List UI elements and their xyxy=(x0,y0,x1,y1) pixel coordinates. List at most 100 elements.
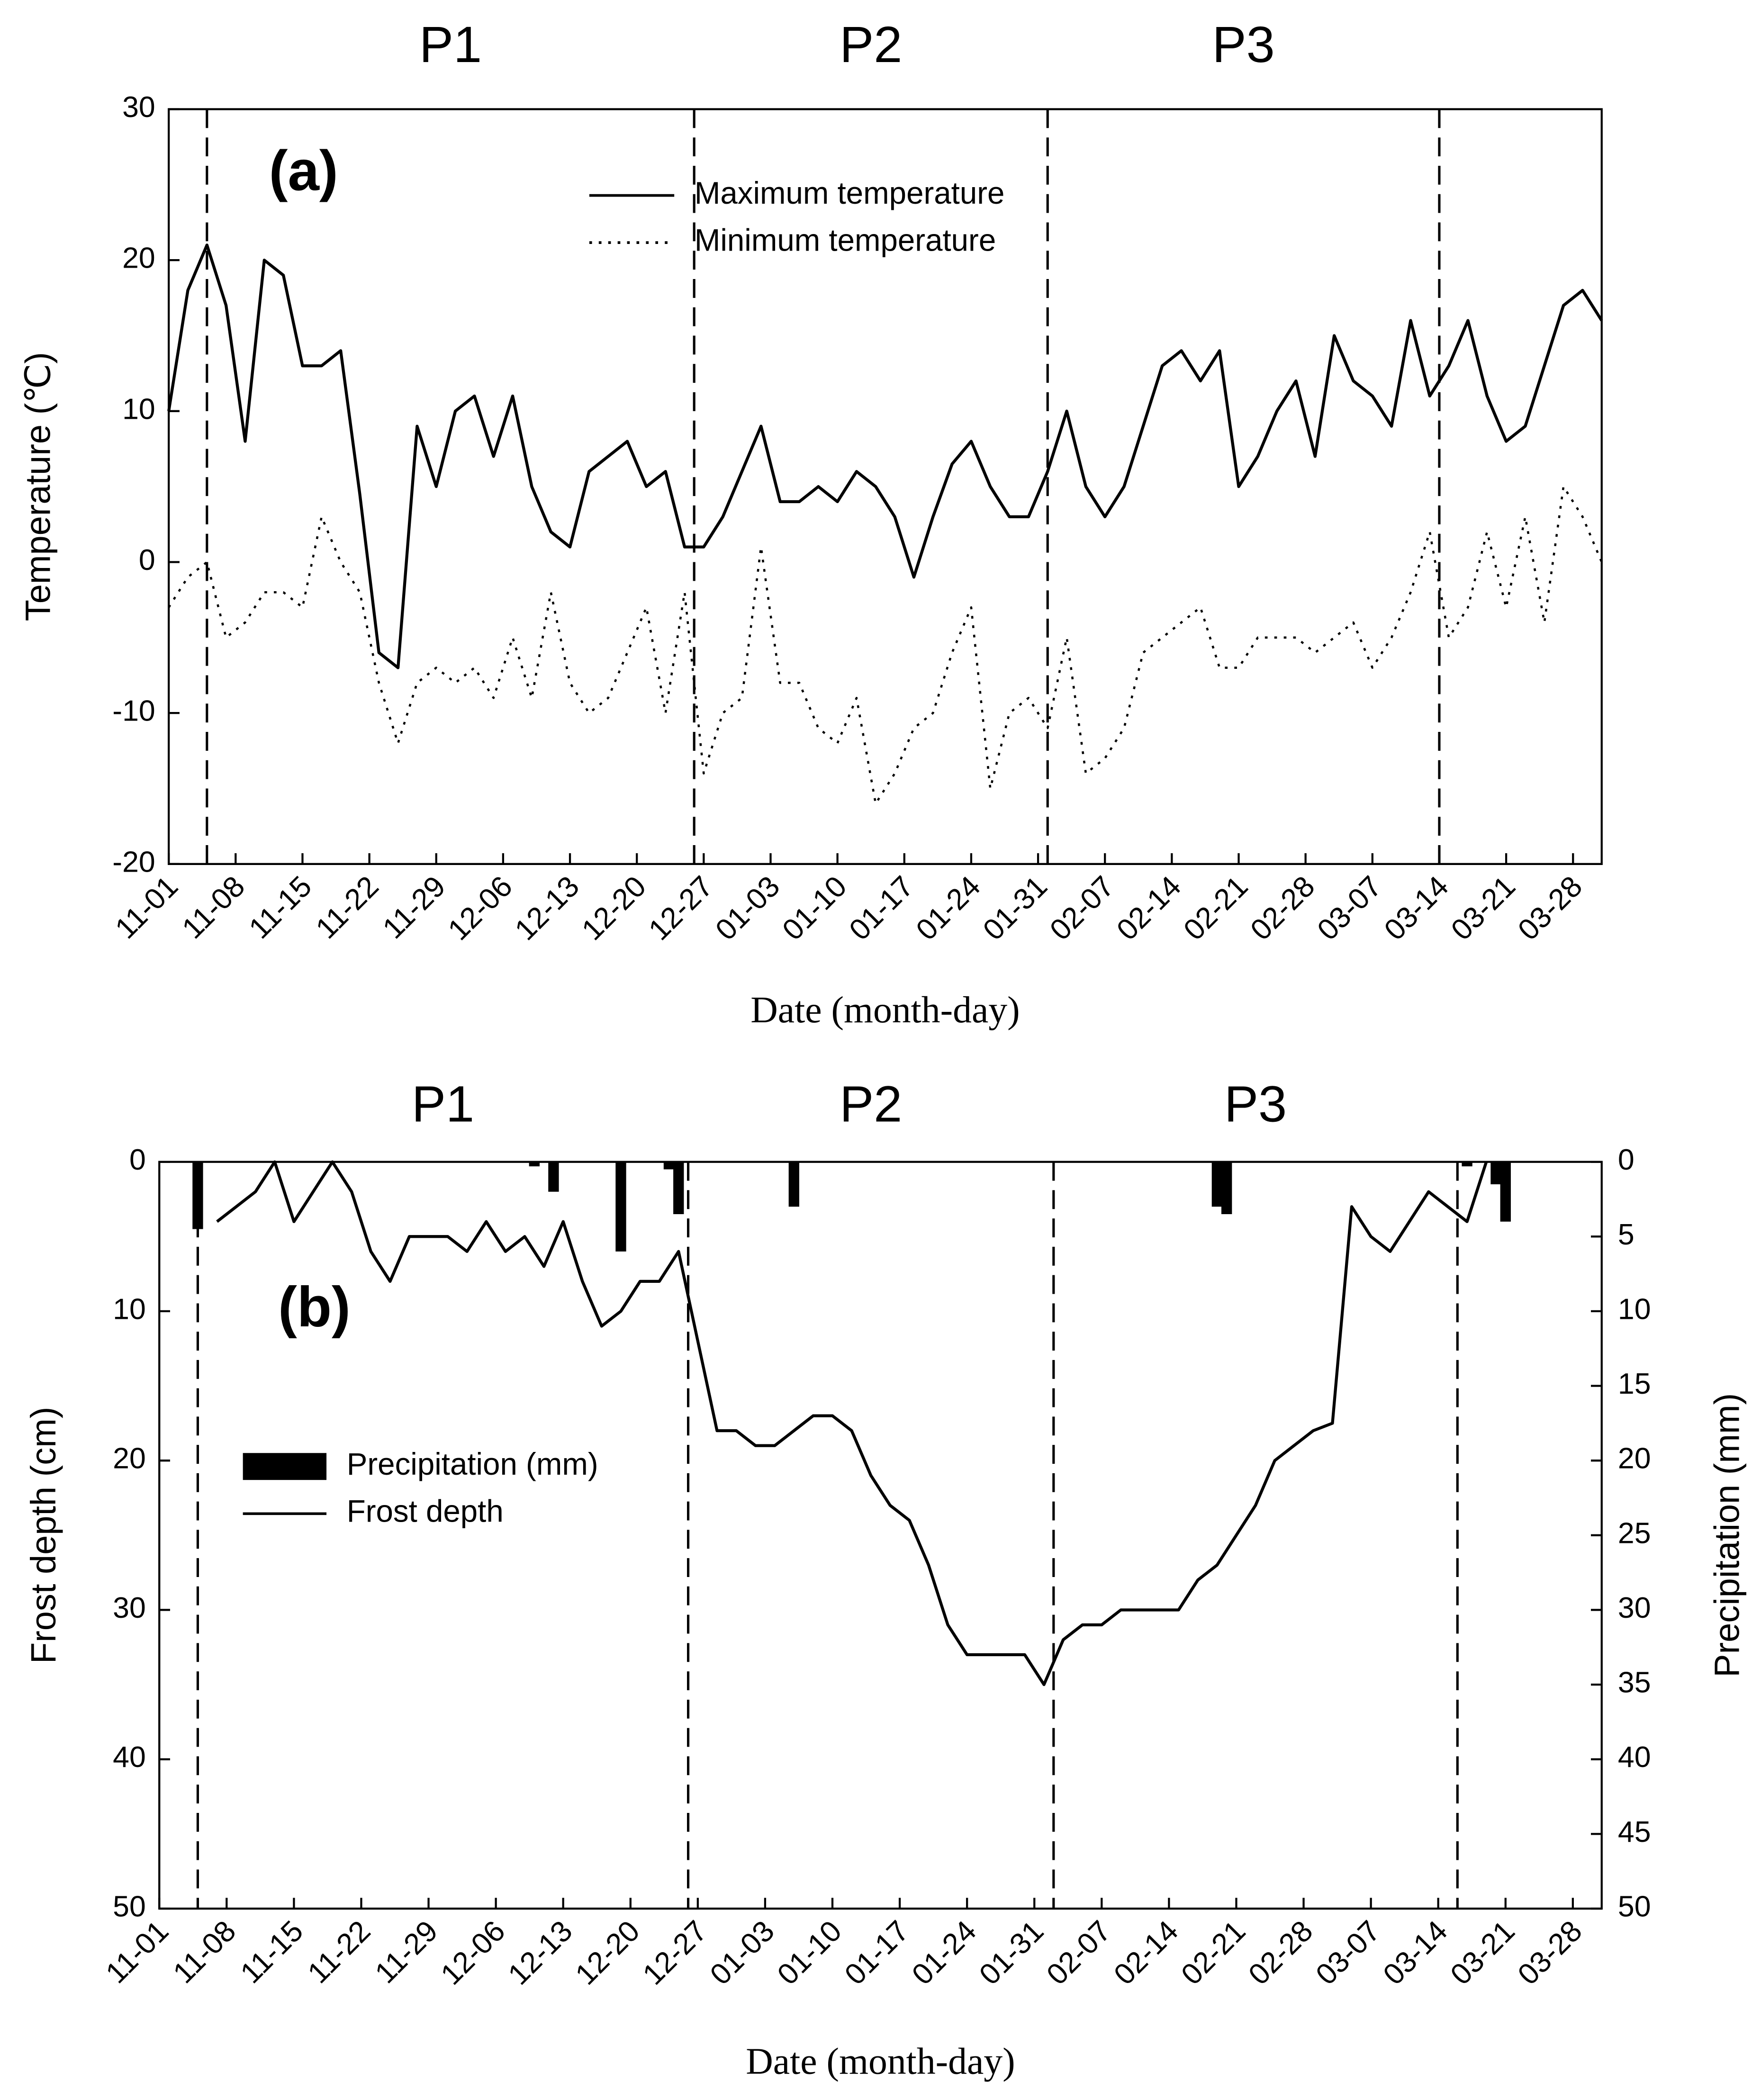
legend-swatch xyxy=(243,1453,327,1480)
x-tick-label: 11-08 xyxy=(176,870,251,945)
y-tick-label: 30 xyxy=(113,1591,146,1624)
x-tick-label: 03-07 xyxy=(1311,870,1388,947)
y-tick-label: 0 xyxy=(129,1143,146,1176)
x-tick-label: 12-06 xyxy=(434,1914,512,1992)
y-tick-label: 20 xyxy=(113,1442,146,1475)
x-axis-title: Date (month-day) xyxy=(746,2040,1015,2082)
x-tick-label: 12-20 xyxy=(575,870,652,947)
x-tick-label: 01-10 xyxy=(771,1914,848,1992)
y2-tick-label: 50 xyxy=(1618,1890,1651,1923)
x-tick-label: 03-21 xyxy=(1444,1914,1521,1992)
x-tick-label: 02-07 xyxy=(1044,870,1121,947)
x-tick-label: 12-27 xyxy=(636,1914,713,1992)
y-tick-label: 30 xyxy=(122,90,155,124)
x-tick-label: 11-29 xyxy=(376,870,452,945)
precip-bar xyxy=(548,1162,559,1192)
legend-label: Precipitation (mm) xyxy=(347,1447,598,1481)
x-tick-label: 11-22 xyxy=(301,1914,377,1990)
x-tick-label: 01-10 xyxy=(776,870,853,947)
y2-tick-label: 10 xyxy=(1618,1292,1651,1325)
y-axis-title: Temperature (℃) xyxy=(18,352,57,621)
x-tick-label: 01-24 xyxy=(910,870,987,947)
x-tick-label: 11-15 xyxy=(234,1914,309,1990)
precip-bar xyxy=(673,1162,684,1215)
x-tick-label: 12-20 xyxy=(569,1914,646,1992)
y-tick-label: 10 xyxy=(122,392,155,425)
x-tick-label: 03-28 xyxy=(1511,1914,1589,1992)
y2-tick-label: 15 xyxy=(1618,1367,1651,1400)
x-tick-label: 11-22 xyxy=(309,870,385,945)
y-axis-title: Frost depth (cm) xyxy=(24,1407,63,1664)
panel-label: (a) xyxy=(269,139,338,202)
period-label: P2 xyxy=(840,1075,902,1132)
x-tick-label: 03-14 xyxy=(1377,1914,1454,1992)
series-line xyxy=(167,243,1603,669)
precip-bar xyxy=(1462,1162,1472,1167)
plot-frame xyxy=(158,1161,1603,1910)
period-label: P3 xyxy=(1224,1075,1287,1132)
x-tick-label: 02-21 xyxy=(1175,1914,1252,1992)
x-tick-label: 01-03 xyxy=(709,870,786,947)
x-tick-label: 01-24 xyxy=(905,1914,983,1992)
period-label: P1 xyxy=(419,16,482,73)
x-tick-label: 11-01 xyxy=(109,870,184,945)
x-tick-label: 03-14 xyxy=(1378,870,1455,947)
y2-tick-label: 30 xyxy=(1618,1591,1651,1624)
y-tick-label: -10 xyxy=(112,694,155,728)
period-label: P1 xyxy=(412,1075,474,1132)
x-tick-label: 01-31 xyxy=(973,1914,1050,1992)
x-tick-label: 11-15 xyxy=(243,870,318,945)
y-tick-label: 40 xyxy=(113,1740,146,1774)
x-tick-label: 01-03 xyxy=(704,1914,781,1992)
precip-bar xyxy=(1490,1162,1501,1184)
precip-bar xyxy=(529,1162,540,1167)
precip-bar xyxy=(663,1162,675,1170)
x-tick-label: 02-21 xyxy=(1177,870,1255,947)
precip-bar xyxy=(1500,1162,1511,1222)
plot-frame xyxy=(168,108,1603,865)
y-tick-label: 50 xyxy=(113,1890,146,1923)
x-tick-label: 03-21 xyxy=(1445,870,1522,947)
y2-tick-label: 20 xyxy=(1618,1442,1651,1475)
x-tick-label: 12-27 xyxy=(642,870,720,947)
precip-bar xyxy=(615,1162,626,1252)
y-tick-label: 20 xyxy=(122,242,155,275)
x-tick-label: 03-28 xyxy=(1512,870,1589,947)
series-line xyxy=(216,1160,1488,1686)
x-tick-label: 11-01 xyxy=(99,1914,175,1990)
y-tick-label: 0 xyxy=(139,543,155,577)
x-tick-label: 01-31 xyxy=(976,870,1054,947)
y-tick-label: 10 xyxy=(113,1292,146,1325)
x-tick-label: 01-17 xyxy=(843,870,920,947)
x-tick-label: 11-29 xyxy=(369,1914,444,1990)
period-label: P2 xyxy=(840,16,902,73)
precip-bar xyxy=(788,1162,799,1207)
y-tick-label: -20 xyxy=(112,845,155,878)
x-axis-title: Date (month-day) xyxy=(750,989,1020,1031)
y2-tick-label: 5 xyxy=(1618,1218,1635,1251)
x-tick-label: 02-14 xyxy=(1108,1914,1185,1992)
precip-bar xyxy=(192,1162,203,1229)
y2-tick-label: 45 xyxy=(1618,1815,1651,1848)
x-tick-label: 02-07 xyxy=(1040,1914,1118,1992)
x-tick-label: 12-13 xyxy=(502,1914,579,1992)
legend-label: Minimum temperature xyxy=(695,223,996,257)
y2-tick-label: 25 xyxy=(1618,1516,1651,1550)
x-tick-label: 03-07 xyxy=(1309,1914,1387,1992)
series-line xyxy=(168,485,1603,805)
x-tick-label: 11-08 xyxy=(167,1914,242,1990)
x-tick-label: 12-13 xyxy=(508,870,586,947)
period-label: P3 xyxy=(1212,16,1274,73)
y2-axis-title: Precipitation (mm) xyxy=(1707,1393,1747,1677)
x-tick-label: 01-17 xyxy=(838,1914,915,1992)
y2-tick-label: 40 xyxy=(1618,1740,1651,1774)
x-tick-label: 12-06 xyxy=(442,870,519,947)
precip-bar xyxy=(1211,1162,1223,1207)
legend-label: Maximum temperature xyxy=(695,176,1005,210)
x-tick-label: 02-28 xyxy=(1242,1914,1319,1992)
x-tick-label: 02-28 xyxy=(1244,870,1321,947)
y2-tick-label: 0 xyxy=(1618,1143,1635,1176)
y2-tick-label: 35 xyxy=(1618,1666,1651,1699)
x-tick-label: 02-14 xyxy=(1111,870,1188,947)
